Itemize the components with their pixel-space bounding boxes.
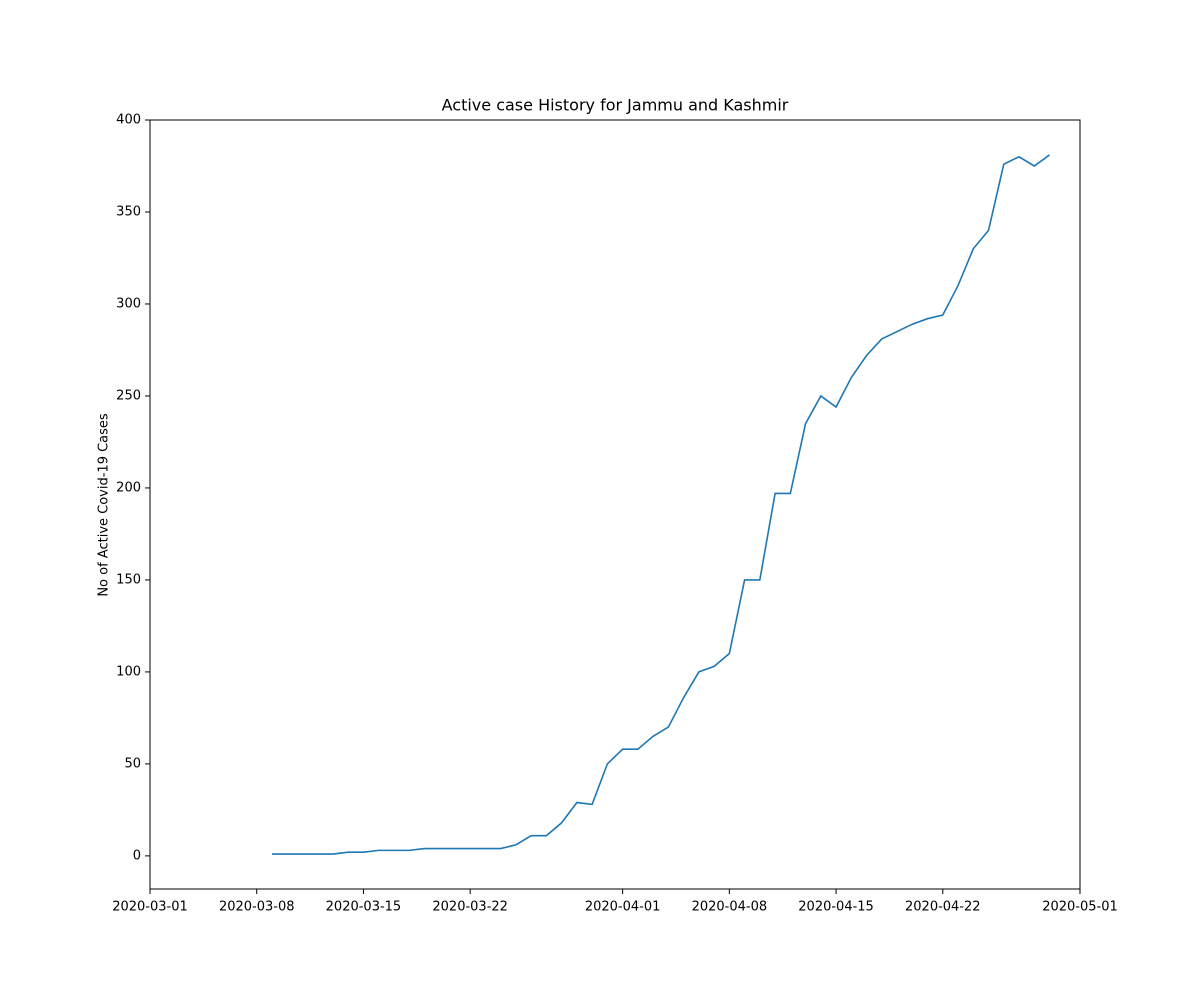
x-tick-label: 2020-03-01 [112, 900, 188, 915]
chart-title: Active case History for Jammu and Kashmi… [442, 96, 789, 115]
x-tick-label: 2020-04-01 [585, 900, 661, 915]
y-tick-label: 0 [133, 848, 141, 863]
y-tick-label: 100 [116, 664, 141, 679]
y-tick-label: 50 [124, 756, 141, 771]
x-tick-label: 2020-04-08 [692, 900, 768, 915]
x-tick-label: 2020-04-15 [798, 900, 874, 915]
data-line [271, 154, 1050, 855]
y-tick-label: 250 [116, 388, 141, 403]
y-tick-label: 300 [116, 296, 141, 311]
x-tick-label: 2020-04-22 [905, 900, 981, 915]
x-tick-label: 2020-03-08 [219, 900, 295, 915]
y-tick-label: 400 [116, 113, 141, 128]
x-tick-label: 2020-03-15 [326, 900, 402, 915]
y-tick-label: 200 [116, 480, 141, 495]
x-tick-label: 2020-03-22 [432, 900, 508, 915]
y-tick-label: 350 [116, 204, 141, 219]
y-axis-label: No of Active Covid-19 Cases [97, 413, 112, 597]
plot-frame [149, 119, 1081, 890]
x-tick-label: 2020-05-01 [1042, 900, 1118, 915]
y-tick-label: 150 [116, 572, 141, 587]
